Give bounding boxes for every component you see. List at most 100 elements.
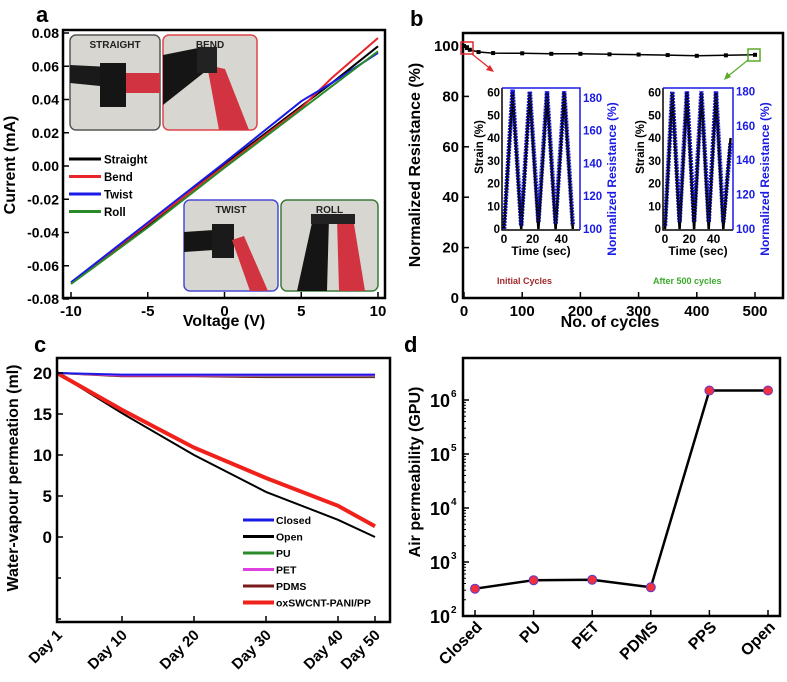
- d-ylabel: Air permeability (GPU): [407, 387, 424, 558]
- x-tick-label: PDMS: [617, 619, 662, 664]
- inset-ylabel-right: Normalized Resistance (%): [605, 102, 619, 255]
- y-tick-label-base: 10: [430, 445, 450, 465]
- y-tick-label: 40: [442, 189, 459, 206]
- inset-y-tick-label-right: 140: [736, 155, 755, 167]
- x-tick-label: 5: [297, 303, 305, 320]
- sensor-patch: [197, 47, 217, 73]
- data-point: [723, 53, 728, 58]
- inset-x-tick-label: 0: [501, 232, 508, 246]
- series-line-bend: [70, 37, 379, 284]
- c-ylabel: Water-vapour permeation (ml): [5, 365, 22, 592]
- inset-ylabel-left: Strain (%): [474, 120, 486, 174]
- data-point: [462, 44, 466, 48]
- inset-y-tick-label-right: 160: [736, 121, 755, 133]
- data-point: [636, 52, 641, 57]
- x-tick-label: Day 50: [338, 627, 384, 673]
- legend-label: PDMS: [276, 581, 306, 593]
- inset-axis-right: [502, 87, 581, 230]
- photo-label: TWIST: [215, 205, 246, 216]
- inset-y-tick-label-right: 180: [583, 93, 602, 105]
- panel-label-c: c: [34, 332, 46, 357]
- photo-inset-straight: STRAIGHT: [69, 34, 161, 131]
- a-xlabel: Voltage (V): [183, 313, 265, 330]
- data-point: [549, 51, 554, 56]
- y-tick-label: 0.06: [32, 58, 59, 74]
- data-point: [694, 53, 699, 58]
- photo-label: ROLL: [316, 205, 343, 216]
- inset-y-tick-label-right: 100: [736, 224, 755, 236]
- c-plot-frame: [55, 356, 392, 624]
- red-strip: [126, 73, 160, 93]
- inset-ylabel-left: Strain (%): [635, 120, 647, 174]
- y-tick-label: 0: [451, 290, 459, 307]
- inset-y-tick-label-left: 10: [487, 201, 500, 213]
- y-tick-label: 10: [33, 446, 52, 465]
- arrow-head-after: [724, 72, 731, 80]
- y-tick-label: 15: [33, 405, 52, 424]
- x-tick-label: Day 30: [229, 627, 275, 673]
- legend-label: Roll: [104, 207, 126, 219]
- strain-trace: [502, 92, 575, 230]
- sensor-patch: [100, 63, 126, 107]
- x-tick-label: PET: [569, 619, 603, 653]
- data-point: [464, 46, 469, 51]
- legend-label: Twist: [104, 190, 133, 202]
- black-strip: [297, 218, 329, 291]
- y-tick-label-exponent: 3: [451, 551, 457, 562]
- data-point: [607, 52, 612, 57]
- x-tick-label: PU: [517, 619, 545, 647]
- y-tick-label: 0.00: [32, 158, 59, 174]
- y-tick-label-exponent: 6: [451, 389, 457, 400]
- y-tick-label-exponent: 2: [451, 605, 457, 616]
- inset-y-tick-label-left: 40: [487, 133, 500, 145]
- inset-y-tick-label-left: 40: [648, 133, 661, 145]
- inset-axis-left: [662, 88, 733, 231]
- data-point-pu: [528, 575, 539, 586]
- y-tick-label: 80: [442, 88, 459, 105]
- series-line-closed: [56, 372, 375, 376]
- panel-label-b: b: [410, 6, 423, 31]
- b-annotation-after: After 500 cycles: [653, 276, 722, 286]
- b-plot-frame: [461, 31, 785, 300]
- inset-ylabel-right: Normalized Resistance (%): [758, 102, 772, 255]
- y-tick-label: 0.02: [32, 125, 59, 141]
- red-strip: [337, 218, 365, 291]
- inset-y-tick-label-left: 20: [648, 179, 661, 191]
- inset-x-tick-label: 20: [526, 232, 540, 246]
- b-ylabel: Normalized Resistance (%): [407, 63, 424, 268]
- photo-inset-twist: TWIST: [183, 199, 279, 292]
- arrow-head-initial: [486, 65, 494, 72]
- panel-label-d: d: [404, 332, 417, 357]
- inset-y-tick-label-right: 100: [583, 224, 602, 236]
- y-tick-label: -0.04: [27, 225, 59, 241]
- inset-axis-right: [663, 87, 734, 230]
- x-tick-label: Day 10: [85, 627, 131, 673]
- data-point: [520, 51, 525, 56]
- inset-axis-left: [501, 88, 580, 231]
- x-tick-label: PPS: [686, 619, 721, 654]
- b-annotation-initial: Initial Cycles: [497, 276, 552, 286]
- photo-inset-roll: ROLL: [280, 199, 379, 292]
- y-tick-label-exponent: 5: [451, 443, 457, 454]
- red-strip: [232, 236, 268, 291]
- data-point: [491, 51, 496, 56]
- inset-x-tick-label: 40: [707, 232, 721, 246]
- x-tick-label: 0: [220, 303, 228, 320]
- data-point-pet: [587, 574, 598, 585]
- data-point-pps: [704, 385, 715, 396]
- data-point: [467, 47, 472, 52]
- data-point: [753, 52, 757, 57]
- inset-y-tick-label-left: 60: [487, 88, 500, 100]
- inset-y-tick-label-left: 50: [487, 110, 500, 122]
- sensor-patch: [212, 224, 234, 258]
- b-xlabel: No. of cycles: [561, 314, 660, 331]
- x-tick-label: Day 40: [301, 627, 347, 673]
- photo-label: STRAIGHT: [89, 40, 140, 51]
- legend-label: oxSWCNT-PANI/PP: [276, 598, 371, 610]
- y-tick-label: -0.06: [27, 258, 59, 274]
- x-tick-label: 500: [742, 303, 767, 320]
- inset-y-tick-label-left: 30: [487, 156, 500, 168]
- y-tick-label: 20: [33, 364, 52, 383]
- inset-x-tick-label: 20: [683, 232, 697, 246]
